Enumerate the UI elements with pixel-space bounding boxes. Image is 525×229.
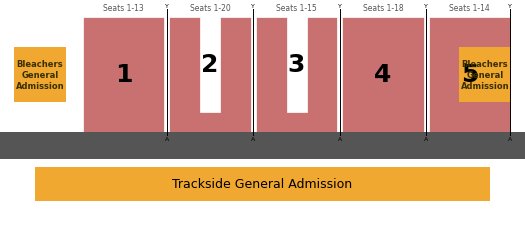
- Text: Seats 1-14: Seats 1-14: [449, 4, 490, 13]
- Text: Seats 1-13: Seats 1-13: [103, 4, 144, 13]
- Text: Trackside General Admission: Trackside General Admission: [172, 178, 352, 191]
- Text: 2: 2: [202, 53, 219, 77]
- Text: Seats 1-20: Seats 1-20: [190, 4, 230, 13]
- Text: 4: 4: [374, 63, 392, 87]
- Text: Seats 1-18: Seats 1-18: [363, 4, 403, 13]
- Text: Seats 1-15: Seats 1-15: [276, 4, 317, 13]
- Text: 1: 1: [115, 63, 132, 87]
- Text: A: A: [508, 136, 512, 141]
- Polygon shape: [170, 18, 251, 132]
- Text: 5: 5: [460, 63, 478, 87]
- Bar: [428, 18, 510, 132]
- Text: Y: Y: [251, 4, 255, 9]
- Bar: [459, 48, 511, 103]
- Text: Y: Y: [338, 4, 342, 9]
- Text: A: A: [165, 136, 169, 141]
- Text: A: A: [338, 136, 342, 141]
- Text: Y: Y: [424, 4, 428, 9]
- Bar: [83, 18, 164, 132]
- Text: A: A: [424, 136, 428, 141]
- Bar: [342, 18, 424, 132]
- Bar: [35, 167, 490, 201]
- Text: Y: Y: [165, 4, 169, 9]
- Text: Y: Y: [508, 4, 512, 9]
- Text: A: A: [251, 136, 256, 141]
- Bar: [0, 132, 525, 159]
- Text: 3: 3: [288, 53, 305, 77]
- Bar: [14, 48, 66, 103]
- Text: Bleachers
General
Admission: Bleachers General Admission: [16, 60, 64, 91]
- Polygon shape: [256, 18, 337, 132]
- Text: Bleachers
General
Admission: Bleachers General Admission: [461, 60, 509, 91]
